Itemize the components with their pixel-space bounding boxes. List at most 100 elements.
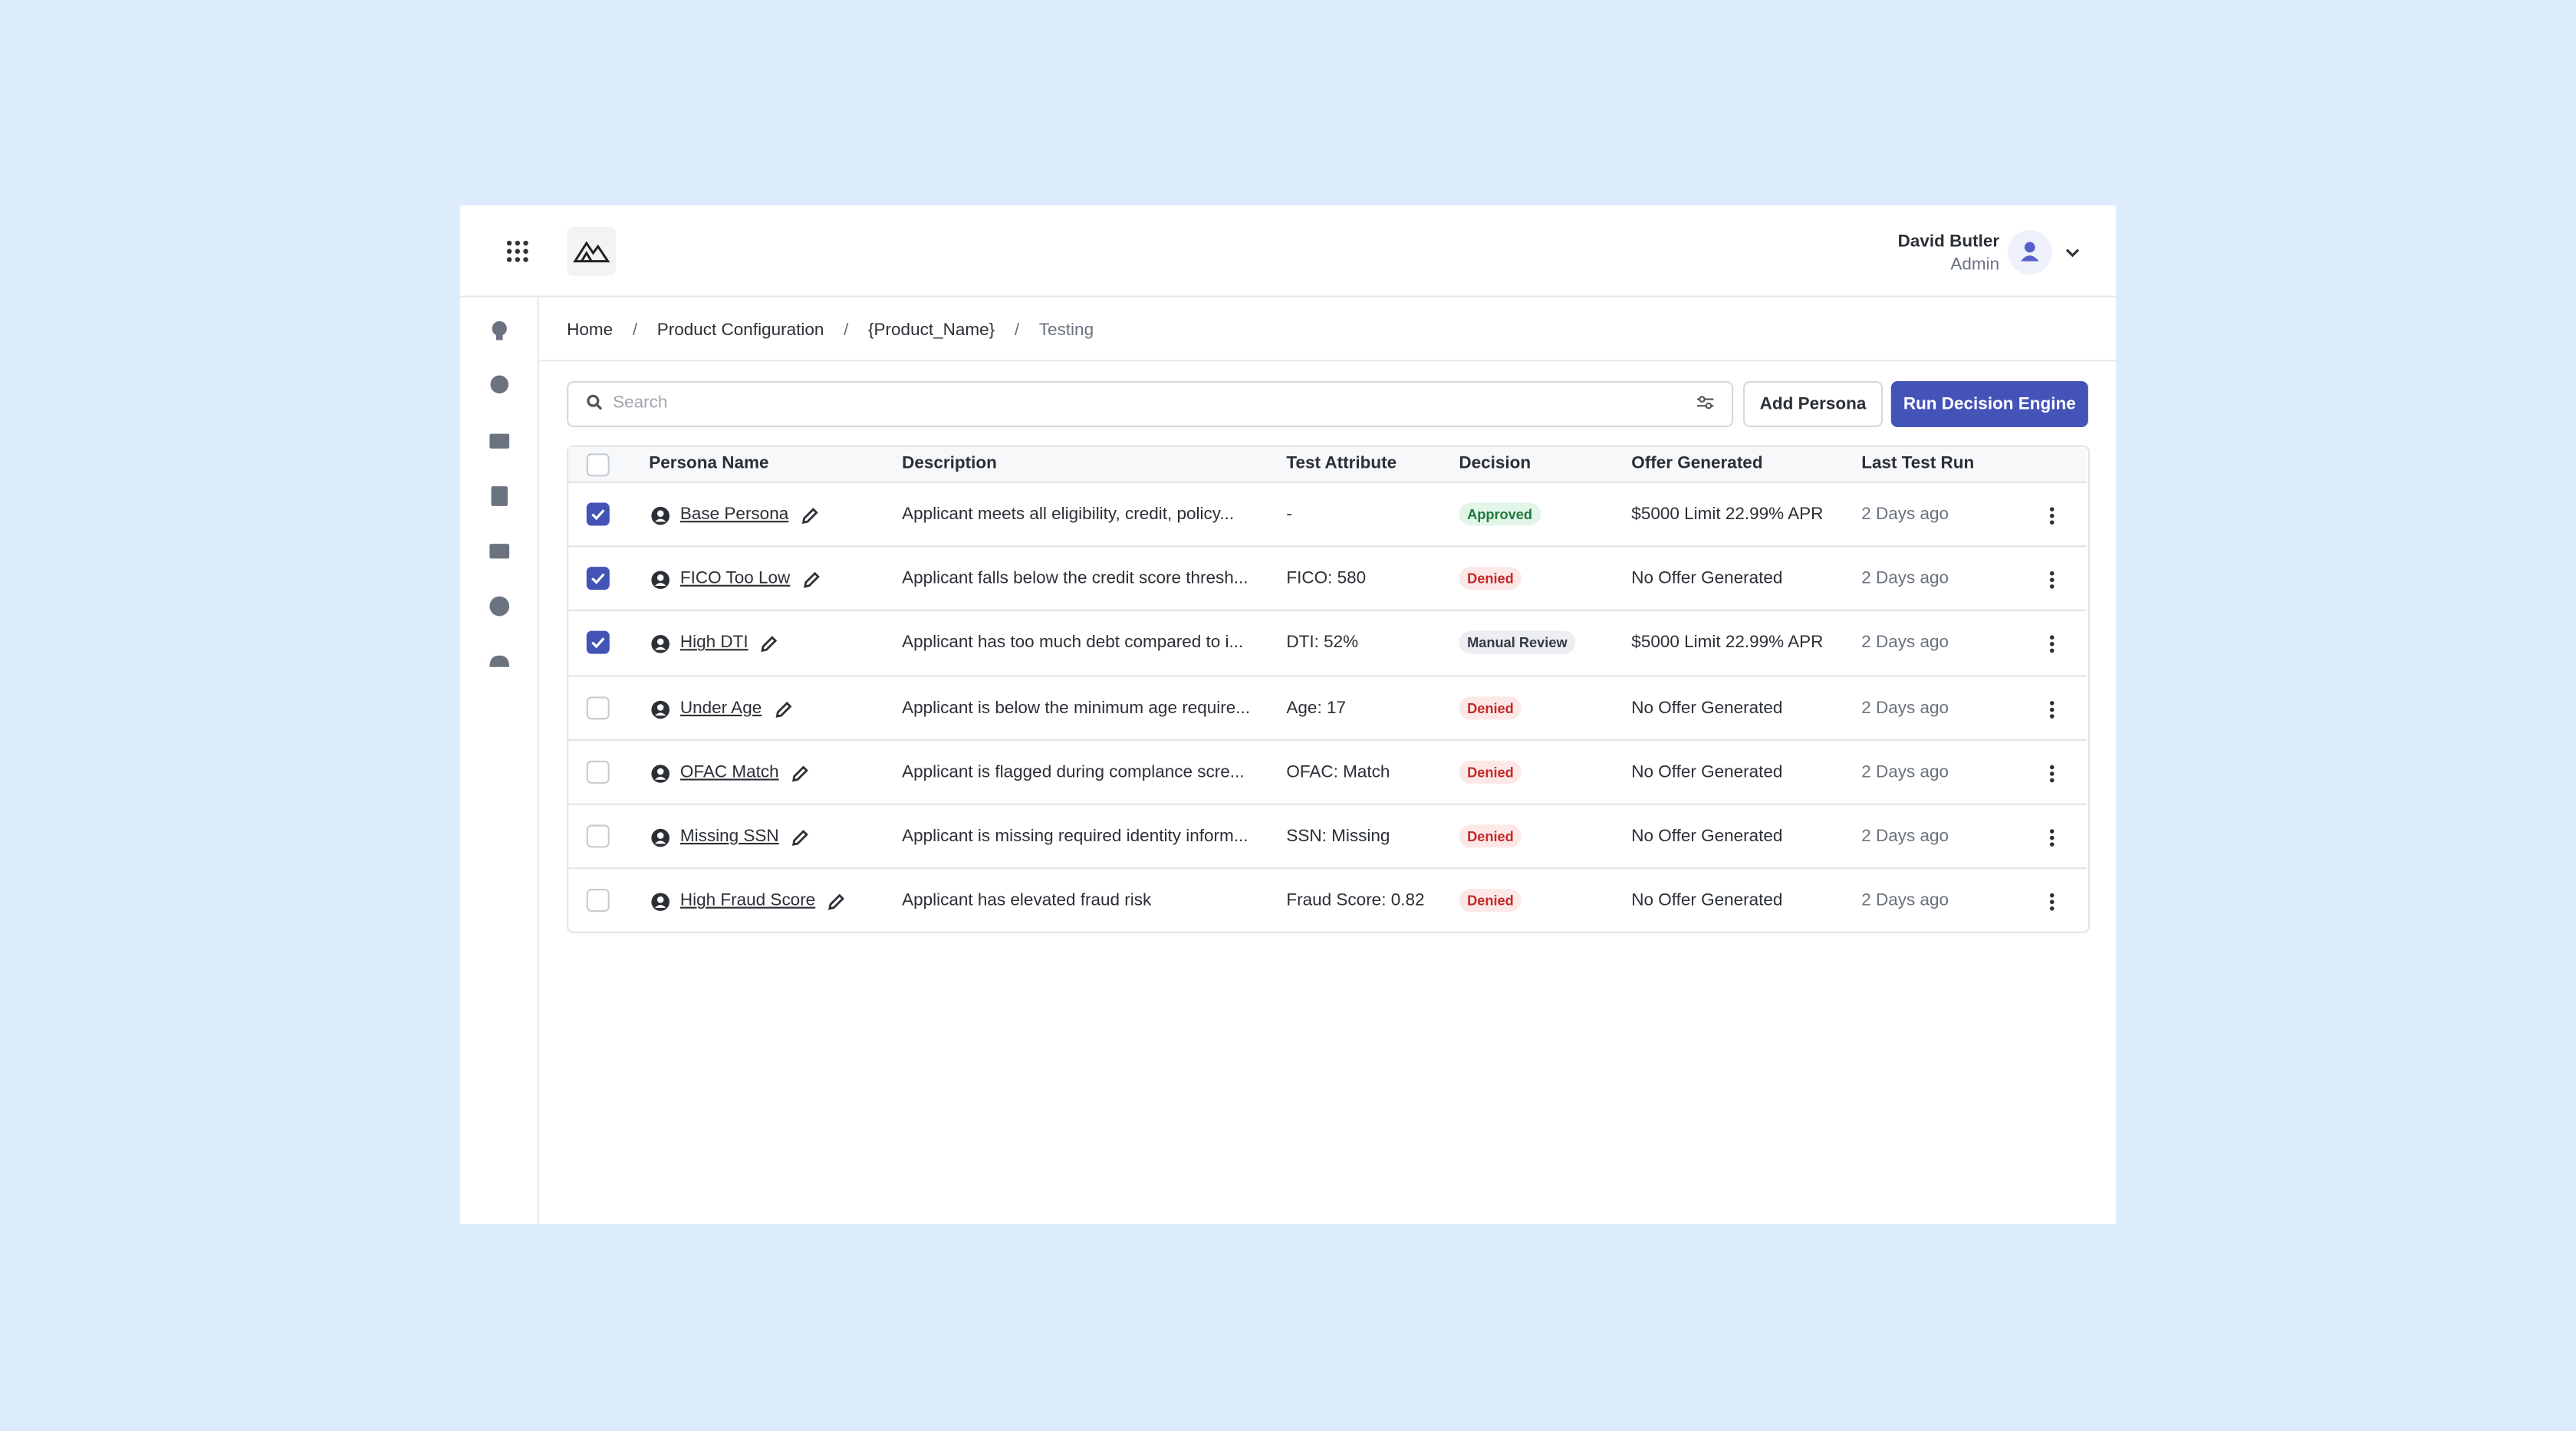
offer-generated: No Offer Generated	[1631, 568, 1783, 589]
edit-icon[interactable]	[790, 827, 810, 847]
add-persona-button[interactable]: Add Persona	[1742, 381, 1883, 427]
row-menu[interactable]	[2048, 698, 2055, 718]
row-divider	[568, 867, 2087, 870]
row-menu[interactable]	[2048, 569, 2055, 589]
row-checkbox[interactable]	[586, 696, 610, 719]
header-divider	[459, 295, 2117, 298]
persona-name-link[interactable]: Missing SSN	[679, 826, 779, 847]
test-attribute: Age: 17	[1286, 697, 1346, 718]
description: Applicant is missing required identity i…	[902, 826, 1249, 847]
edit-icon[interactable]	[790, 762, 810, 782]
search-box[interactable]	[567, 381, 1734, 427]
edit-icon[interactable]	[801, 569, 821, 589]
decision-badge: Denied	[1459, 824, 1522, 848]
row-checkbox[interactable]	[586, 824, 610, 848]
persona-icon	[650, 827, 670, 847]
persona-icon	[650, 891, 670, 912]
sidebar-divider	[537, 297, 539, 1225]
description: Applicant has elevated fraud risk	[902, 890, 1152, 911]
test-attribute: -	[1286, 504, 1292, 525]
persona-name-link[interactable]: Base Persona	[679, 504, 789, 525]
persona-name-link[interactable]: OFAC Match	[679, 762, 779, 782]
decision-badge: Denied	[1459, 696, 1522, 719]
persona-name-link[interactable]: High Fraud Score	[679, 890, 816, 911]
row-divider	[568, 674, 2087, 676]
test-attribute: FICO: 580	[1286, 568, 1367, 589]
last-test-run: 2 Days ago	[1861, 890, 1949, 911]
row-divider	[568, 610, 2087, 612]
column-header: Test Attribute	[1286, 453, 1397, 473]
run-button[interactable]: Run Decision Engine	[1890, 381, 2088, 427]
breadcrumb-item: Testing	[1038, 320, 1094, 340]
column-header: Offer Generated	[1631, 453, 1763, 473]
row-checkbox[interactable]	[586, 567, 610, 590]
table	[567, 445, 2091, 933]
column-header: Decision	[1459, 453, 1531, 473]
decision-badge: Approved	[1459, 502, 1541, 526]
breadcrumb-divider	[538, 360, 2117, 362]
row-checkbox[interactable]	[586, 631, 610, 655]
user-role: Admin	[1950, 255, 2000, 275]
persona-name-link[interactable]: FICO Too Low	[679, 568, 791, 589]
select-all-checkbox[interactable]	[586, 453, 610, 477]
decision-badge: Denied	[1459, 889, 1522, 913]
test-attribute: OFAC: Match	[1286, 762, 1390, 782]
edit-icon[interactable]	[774, 698, 794, 718]
persona-icon	[650, 569, 670, 590]
persona-name-link[interactable]: Under Age	[679, 697, 762, 718]
offer-generated: No Offer Generated	[1631, 697, 1783, 718]
persona-icon	[650, 633, 670, 654]
row-menu[interactable]	[2048, 762, 2055, 782]
breadcrumb-item[interactable]: Product Configuration	[656, 320, 824, 340]
description: Applicant meets all eligibility, credit,…	[902, 504, 1235, 525]
offer-generated: $5000 Limit 22.99% APR	[1631, 633, 1824, 653]
last-test-run: 2 Days ago	[1861, 762, 1949, 782]
apps-icon[interactable]	[506, 240, 529, 263]
breadcrumb-separator: /	[1014, 320, 1020, 340]
app-window	[459, 205, 2117, 1225]
decision-badge: Denied	[1459, 567, 1522, 590]
row-menu[interactable]	[2048, 633, 2055, 653]
edit-icon[interactable]	[800, 505, 820, 525]
persona-icon	[650, 698, 670, 719]
breadcrumb: Home / Product Configuration / {Product_Name…	[567, 319, 1094, 342]
filter-icon[interactable]	[1696, 394, 1716, 410]
offer-generated: No Offer Generated	[1631, 890, 1783, 911]
sidebar-icons[interactable]	[488, 319, 511, 674]
row-divider	[568, 545, 2087, 548]
test-attribute: DTI: 52%	[1286, 633, 1359, 653]
breadcrumb-item[interactable]: Home	[567, 320, 614, 340]
decision-badge: Manual Review	[1459, 631, 1576, 655]
row-menu[interactable]	[2048, 827, 2055, 847]
last-test-run: 2 Days ago	[1861, 504, 1949, 525]
description: Applicant has too much debt compared to …	[902, 633, 1244, 653]
row-checkbox[interactable]	[586, 889, 610, 913]
row-menu[interactable]	[2048, 891, 2055, 911]
search-placeholder: Search	[613, 393, 668, 413]
last-test-run: 2 Days ago	[1861, 697, 1949, 718]
row-menu[interactable]	[2048, 505, 2055, 525]
row-checkbox[interactable]	[586, 760, 610, 784]
row-checkbox[interactable]	[586, 502, 610, 526]
test-attribute: SSN: Missing	[1286, 826, 1390, 847]
persona-name-link[interactable]: High DTI	[679, 633, 748, 653]
table-header	[568, 446, 2087, 483]
column-header: Last Test Run	[1861, 453, 1975, 473]
column-header: Description	[902, 453, 997, 473]
description: Applicant falls below the credit score t…	[902, 568, 1249, 589]
breadcrumb-separator: /	[632, 320, 638, 340]
test-attribute: Fraud Score: 0.82	[1286, 890, 1425, 911]
persona-icon	[650, 762, 670, 783]
edit-icon[interactable]	[759, 633, 779, 653]
column-header: Persona Name	[649, 453, 769, 473]
offer-generated: $5000 Limit 22.99% APR	[1631, 504, 1824, 525]
breadcrumb-item[interactable]: {Product_Name}	[868, 320, 995, 340]
last-test-run: 2 Days ago	[1861, 568, 1949, 589]
edit-icon[interactable]	[827, 891, 847, 911]
last-test-run: 2 Days ago	[1861, 633, 1949, 653]
user-menu[interactable]	[2007, 229, 2084, 275]
logo[interactable]	[567, 226, 617, 276]
row-divider	[568, 739, 2087, 741]
